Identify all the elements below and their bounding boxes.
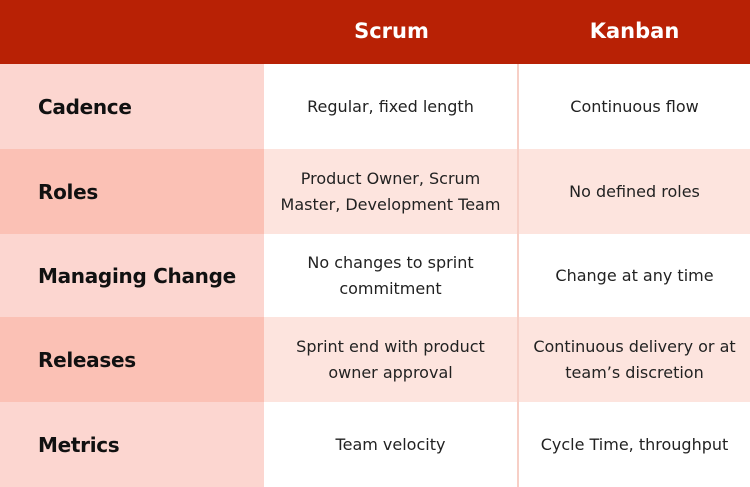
column-header: Scrum xyxy=(264,0,519,64)
cell-text: No changes to sprint commitment xyxy=(264,234,519,317)
cell-text: No defined roles xyxy=(519,149,750,234)
row-label: Metrics xyxy=(0,402,264,487)
header-corner xyxy=(0,0,264,64)
cell-text: Product Owner, Scrum Master, Development… xyxy=(264,149,519,234)
row-label: Managing Change xyxy=(0,234,264,317)
cell-text: Continuous flow xyxy=(519,64,750,149)
cell-text: Change at any time xyxy=(519,234,750,317)
column-header: Kanban xyxy=(519,0,750,64)
cell-text: Cycle Time, throughput xyxy=(519,402,750,487)
cell-text: Sprint end with product owner approval xyxy=(264,317,519,402)
row-label: Roles xyxy=(0,149,264,234)
cell-text: Regular, fixed length xyxy=(264,64,519,149)
row-label: Cadence xyxy=(0,64,264,149)
cell-text: Team velocity xyxy=(264,402,519,487)
cell-text: Continuous delivery or at team’s discret… xyxy=(519,317,750,402)
row-label: Releases xyxy=(0,317,264,402)
